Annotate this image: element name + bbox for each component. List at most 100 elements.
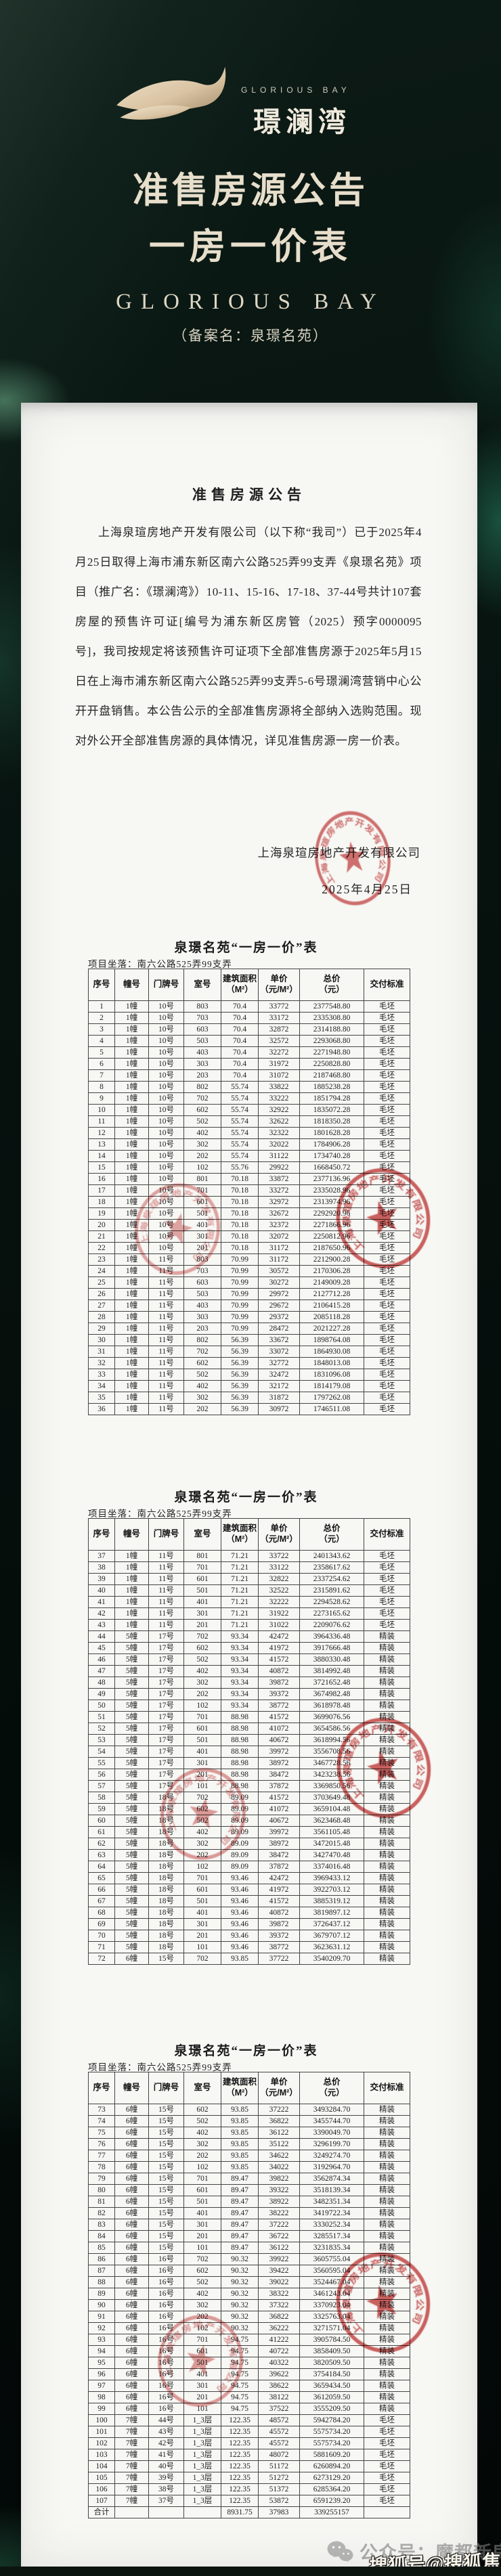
table-row: 28 1幢 11号 303 70.99 29372 2085118.28 毛坯 — [88, 1311, 410, 1323]
table-cell: 精装 — [364, 1861, 410, 1873]
table-cell: 17号 — [148, 1665, 184, 1677]
table-cell: 2 — [88, 1012, 115, 1024]
table-cell: 47 — [88, 1665, 115, 1677]
table-cell: 502 — [183, 1653, 221, 1666]
table-cell: 101 — [88, 2426, 115, 2438]
table-cell: 3623468.48 — [299, 1815, 364, 1827]
table-cell: 94.75 — [221, 2403, 259, 2415]
table-cell: 毛坯 — [364, 1357, 410, 1369]
table-cell: 1幢 — [114, 1138, 149, 1151]
table-row: 54 5幢 17号 401 88.98 39972 3556708.56 精装 — [88, 1746, 410, 1758]
table-cell: 56 — [88, 1769, 115, 1781]
table-cell: 15号 — [148, 2138, 184, 2150]
table-cell: 5幢 — [114, 1803, 149, 1815]
table-cell: 203 — [183, 1069, 221, 1082]
column-header: 总价 （元） — [299, 2072, 364, 2104]
table-cell: 3540209.70 — [299, 1953, 364, 1965]
table-cell: 27 — [88, 1300, 115, 1312]
table-cell: 87 — [88, 2265, 115, 2277]
table-cell: 1幢 — [114, 1023, 149, 1036]
table-cell: 31972 — [258, 1058, 300, 1070]
table-cell: 16号 — [148, 2253, 184, 2265]
table-cell: 502 — [183, 2276, 221, 2288]
table-row: 22 1幢 10号 201 70.18 31172 2187650.96 毛坯 — [88, 1242, 410, 1254]
table-cell: 10号 — [148, 1115, 184, 1128]
table-cell: 53872 — [258, 2495, 300, 2507]
table-cell: 毛坯 — [364, 2426, 410, 2438]
table-cell: 6591239.20 — [299, 2495, 364, 2507]
table-cell: 5幢 — [114, 1872, 149, 1884]
table-cell: 1885238.28 — [299, 1081, 364, 1093]
table-cell: 1784906.28 — [299, 1138, 364, 1151]
table-cell: 37222 — [258, 2104, 300, 2116]
table-cell: 16号 — [148, 2265, 184, 2277]
table-cell: 41572 — [258, 1792, 300, 1804]
table-cell: 1746511.08 — [299, 1403, 364, 1415]
table-row: 33 1幢 11号 502 56.39 32472 1831096.08 毛坯 — [88, 1369, 410, 1381]
table-cell: 精装 — [364, 1723, 410, 1735]
table-cell: 3618978.48 — [299, 1700, 364, 1712]
table-cell: 201 — [183, 1930, 221, 1942]
table-cell: 1幢 — [114, 1173, 149, 1185]
table-cell: 3555209.50 — [299, 2403, 364, 2415]
table-cell: 1幢 — [114, 1115, 149, 1128]
table-cell: 32522 — [258, 1584, 300, 1597]
table-cell: 3472015.48 — [299, 1838, 364, 1850]
table-cell: 2250828.80 — [299, 1058, 364, 1070]
table-cell: 85 — [88, 2242, 115, 2254]
table-cell: 51172 — [258, 2460, 300, 2472]
table-cell: 7幢 — [114, 2460, 149, 2472]
table-cell: 101 — [183, 1941, 221, 1953]
table-row: 72 6幢 15号 702 93.85 37722 3540209.70 精装 — [88, 1953, 410, 1965]
poster-title-line2: 一房一价表 — [149, 227, 352, 267]
table-cell: 3556708.56 — [299, 1746, 364, 1758]
table-cell: 精装 — [364, 2242, 410, 2254]
table-cell: 41572 — [258, 1711, 300, 1723]
table-cell: 毛坯 — [364, 1265, 410, 1277]
table-row: 68 5幢 18号 401 93.46 40872 3819897.12 精装 — [88, 1907, 410, 1919]
table-cell: 10号 — [148, 1046, 184, 1059]
table-cell: 3296199.70 — [299, 2138, 364, 2150]
table-cell: 93.85 — [221, 2150, 259, 2162]
table-cell: 41222 — [258, 2334, 300, 2346]
table-cell: 3518139.34 — [299, 2184, 364, 2196]
table-cell: 38 — [88, 1561, 115, 1574]
document-sheet: 准售房源公告 上海泉瑄房地产开发有限公司（以下称“我司”）已于2025年4月25… — [21, 403, 477, 2567]
table-cell: 1_3层 — [183, 2472, 221, 2484]
table-row: 25 1幢 11号 603 70.99 30272 2149009.28 毛坯 — [88, 1276, 410, 1289]
table-cell: 602 — [183, 1803, 221, 1815]
table-cell: 5幢 — [114, 1746, 149, 1758]
table-cell: 66 — [88, 1884, 115, 1896]
table-cell: 301 — [183, 2380, 221, 2392]
table-cell: 402 — [183, 1380, 221, 1392]
table-cell: 16 — [88, 1173, 115, 1185]
table-cell: 40322 — [258, 2357, 300, 2369]
table-cell: 44号 — [148, 2414, 184, 2426]
table-cell: 16号 — [148, 2368, 184, 2380]
table-cell: 毛坯 — [364, 2449, 410, 2461]
price-table: 序号 幢号 门牌号 室号 建筑面积 （M²） 单价 （元/M²） 总价 （元） 交付标准 1 1幢… — [88, 969, 410, 1415]
table-cell: 10号 — [148, 1150, 184, 1162]
table-cell: 201 — [183, 2391, 221, 2403]
table-cell: 37号 — [148, 2495, 184, 2507]
table-row: 49 5幢 17号 202 93.34 39372 3674982.48 精装 — [88, 1688, 410, 1700]
table-cell: 801 — [183, 1550, 221, 1562]
table-cell: 40672 — [258, 1734, 300, 1746]
table-cell: 39322 — [258, 2184, 300, 2196]
table-cell: 2021227.28 — [299, 1323, 364, 1335]
table-cell: 201 — [183, 1242, 221, 1254]
table-cell: 601 — [183, 2345, 221, 2357]
table-cell: 1_3层 — [183, 2495, 221, 2507]
table-cell: 93.85 — [221, 2161, 259, 2173]
table-cell: 60 — [88, 1815, 115, 1827]
table-row: 69 5幢 18号 301 93.46 39872 3726437.12 精装 — [88, 1918, 410, 1930]
table-cell: 3374016.48 — [299, 1861, 364, 1873]
table-cell: 65 — [88, 1872, 115, 1884]
table-cell: 毛坯 — [364, 1380, 410, 1392]
table-cell: 精装 — [364, 1642, 410, 1654]
table-cell: 18号 — [148, 1826, 184, 1838]
table-cell: 5幢 — [114, 1700, 149, 1712]
table-cell: 精装 — [364, 1918, 410, 1930]
table-cell: 精装 — [364, 2219, 410, 2231]
table-cell: 302 — [183, 2299, 221, 2311]
